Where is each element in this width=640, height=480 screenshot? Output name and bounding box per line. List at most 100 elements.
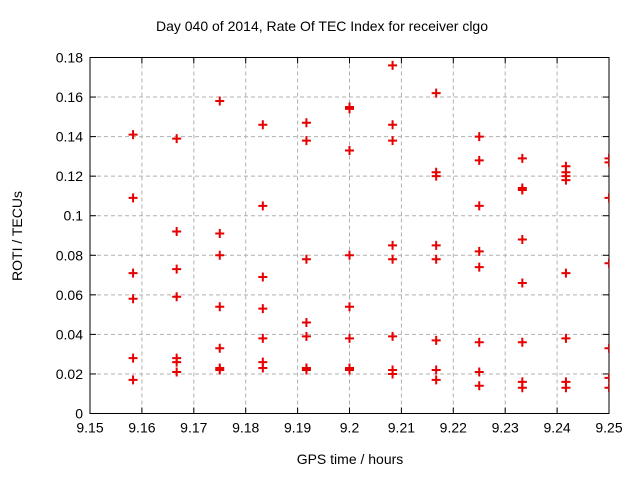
data-point-marker — [258, 201, 268, 211]
x-tick-label: 9.22 — [440, 420, 467, 436]
data-point-marker — [345, 145, 354, 155]
data-point-marker — [128, 294, 138, 304]
data-point-marker — [345, 365, 354, 375]
y-tick-label: 0.08 — [56, 247, 83, 263]
data-point-marker — [215, 365, 225, 375]
data-point-marker — [388, 240, 398, 250]
data-point-marker — [388, 60, 398, 70]
data-point-marker — [301, 318, 311, 328]
data-point-marker — [431, 240, 441, 250]
data-point-marker — [128, 353, 138, 363]
data-point-marker — [431, 254, 441, 264]
data-point-marker — [215, 96, 225, 106]
data-point-marker — [561, 383, 571, 393]
data-point-marker — [474, 246, 484, 256]
data-point-marker — [215, 229, 225, 239]
data-point-marker — [258, 333, 268, 343]
data-point-marker — [561, 333, 571, 343]
x-tick-label: 9.19 — [284, 420, 311, 436]
data-point-marker — [604, 373, 609, 383]
data-point-marker — [301, 331, 311, 341]
data-point-marker — [431, 171, 441, 181]
data-point-marker — [474, 381, 484, 391]
x-tick-label: 9.24 — [543, 420, 570, 436]
data-point-marker — [388, 136, 398, 146]
data-point-marker — [604, 157, 609, 167]
data-point-marker — [604, 193, 609, 203]
data-point-marker — [474, 367, 484, 377]
data-point-marker — [388, 369, 398, 379]
data-point-marker — [301, 365, 311, 375]
data-point-marker — [561, 268, 571, 278]
data-point-marker — [474, 132, 484, 142]
data-point-marker — [388, 120, 398, 130]
data-point-marker — [431, 375, 441, 385]
data-point-marker — [474, 262, 484, 272]
data-point-marker — [172, 227, 182, 237]
data-point-marker — [215, 302, 225, 312]
y-axis-label: ROTI / TECUs — [9, 191, 25, 281]
y-tick-label: 0.04 — [56, 326, 83, 342]
data-point-marker — [128, 130, 138, 140]
data-point-marker — [517, 278, 527, 288]
data-point-marker — [258, 120, 268, 130]
y-tick-label: 0.06 — [56, 287, 83, 303]
data-point-marker — [215, 250, 225, 260]
data-point-marker — [431, 335, 441, 345]
data-point-marker — [474, 155, 484, 165]
data-point-marker — [431, 365, 441, 375]
data-point-marker — [517, 337, 527, 347]
x-tick-label: 9.18 — [232, 420, 259, 436]
data-point-marker — [215, 343, 225, 353]
data-point-marker — [301, 136, 311, 146]
y-tick-label: 0.12 — [56, 168, 83, 184]
y-tick-label: 0.14 — [56, 129, 83, 145]
data-point-marker — [172, 357, 182, 367]
data-point-marker — [172, 292, 182, 302]
chart-title: Day 040 of 2014, Rate Of TEC Index for r… — [156, 18, 488, 34]
data-point-marker — [258, 304, 268, 314]
data-point-marker — [345, 104, 354, 114]
tick-labels: 9.15 9.16 9.17 9.18 9.19 9.2 9.21 9.22 9.23 9.24 9… — [56, 50, 623, 436]
axis-ticks — [89, 57, 610, 414]
data-point-marker — [517, 234, 527, 244]
data-point-marker — [474, 337, 484, 347]
x-tick-label: 9.17 — [180, 420, 207, 436]
data-point-marker — [128, 268, 138, 278]
y-tick-label: 0.02 — [56, 366, 83, 382]
data-point-marker — [172, 367, 182, 377]
x-tick-label: 9.25 — [595, 420, 622, 436]
data-point-marker — [388, 331, 398, 341]
data-point-marker — [345, 250, 354, 260]
data-point-marker — [517, 383, 527, 393]
data-point-marker — [388, 254, 398, 264]
data-point-marker — [561, 175, 571, 185]
data-point-marker — [172, 134, 182, 144]
data-point-marker — [474, 201, 484, 211]
data-point-marker — [128, 193, 138, 203]
x-tick-label: 9.16 — [128, 420, 155, 436]
data-point-marker — [604, 258, 609, 268]
data-point-marker — [517, 185, 527, 195]
x-tick-label: 9.23 — [492, 420, 519, 436]
data-point-marker — [345, 333, 354, 343]
data-points — [128, 60, 609, 393]
y-tick-label: 0.18 — [56, 50, 83, 66]
data-point-marker — [128, 375, 138, 385]
x-axis-label: GPS time / hours — [297, 451, 404, 467]
data-point-marker — [517, 153, 527, 163]
x-tick-label: 9.2 — [340, 420, 360, 436]
data-point-marker — [345, 302, 354, 312]
data-point-marker — [604, 153, 609, 163]
data-point-marker — [258, 363, 268, 373]
data-point-marker — [604, 343, 609, 353]
data-point-marker — [431, 88, 441, 98]
y-tick-label: 0 — [75, 406, 83, 422]
y-tick-label: 0.16 — [56, 89, 83, 105]
x-tick-label: 9.15 — [76, 420, 103, 436]
data-point-marker — [258, 272, 268, 282]
data-point-marker — [301, 254, 311, 264]
data-point-marker — [172, 264, 182, 274]
